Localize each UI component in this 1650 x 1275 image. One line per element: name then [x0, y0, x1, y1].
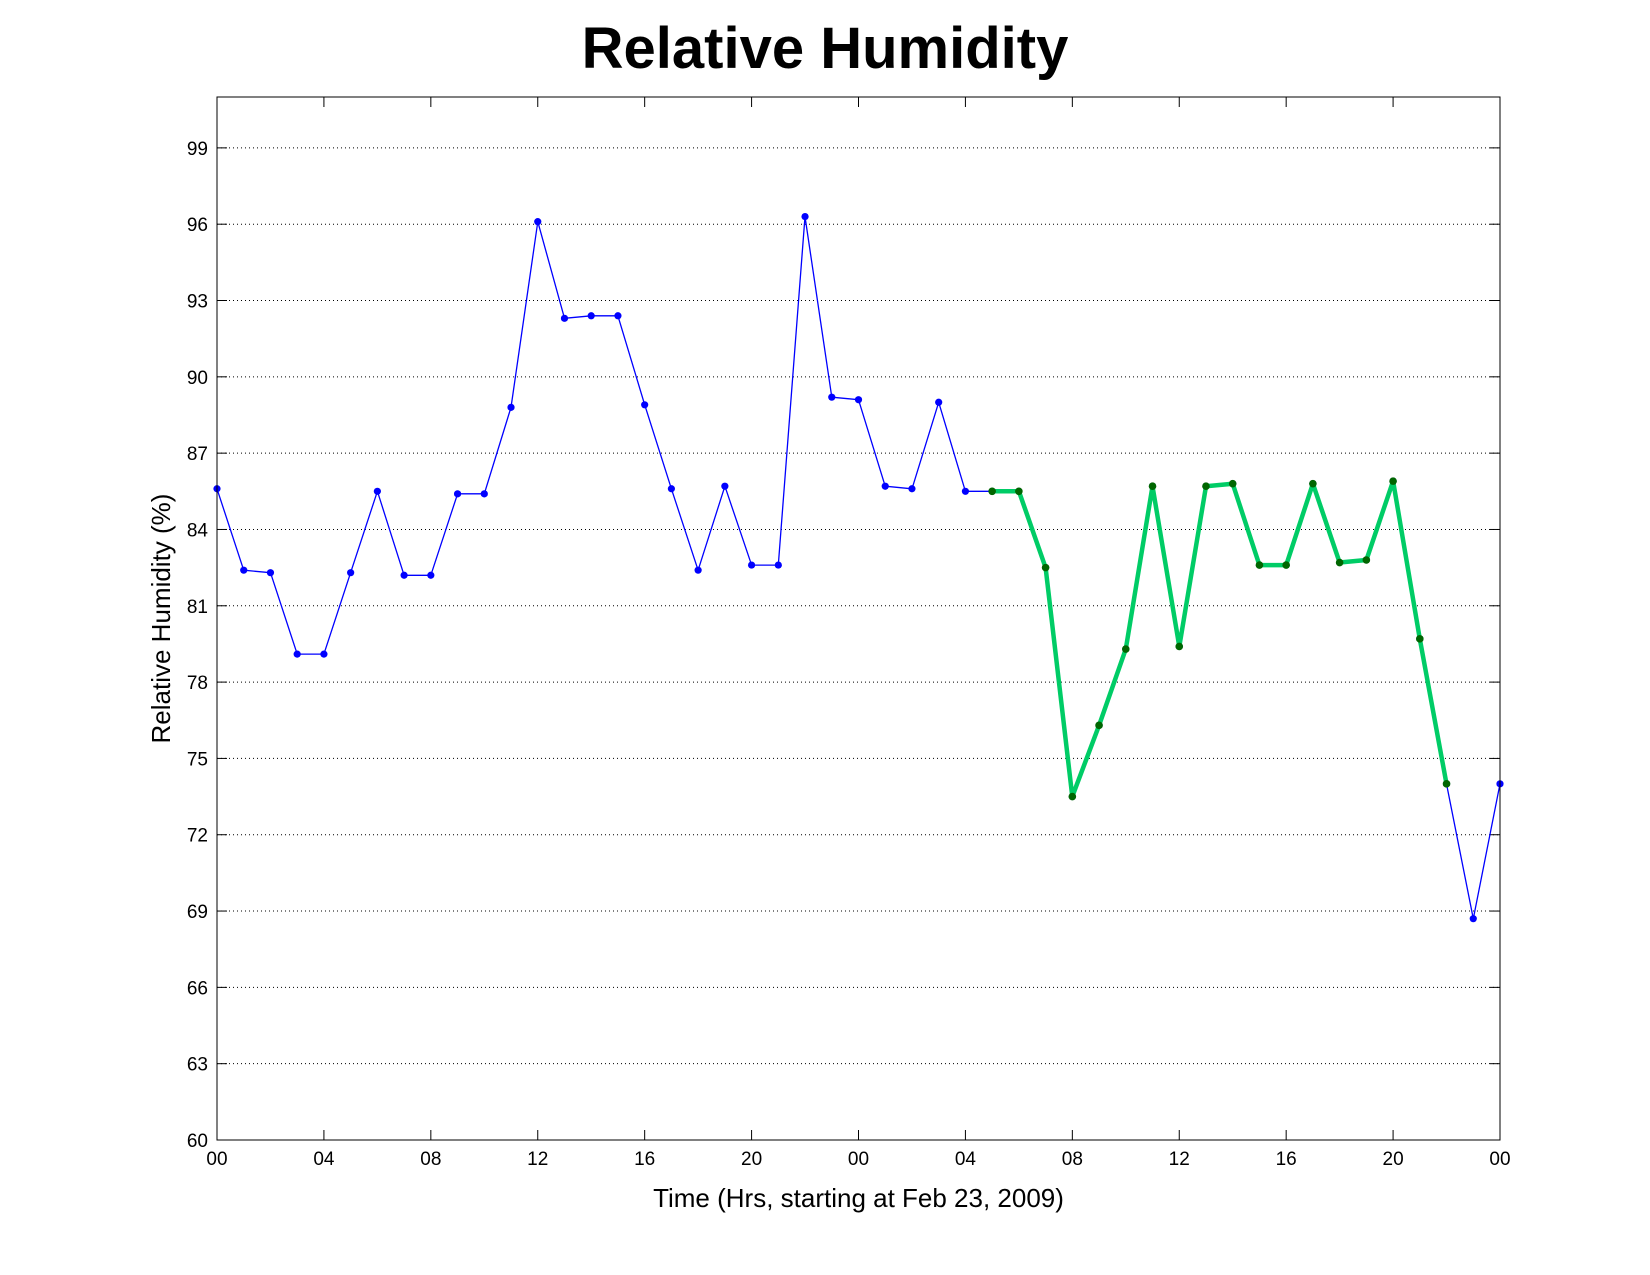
x-tick-label: 00: [848, 1149, 869, 1170]
data-point: [480, 490, 488, 498]
data-point: [1228, 479, 1237, 488]
data-point: [373, 487, 381, 495]
plot-area-frame: [216, 96, 1501, 1141]
y-tick-label: 93: [187, 292, 208, 313]
x-tick-label: 16: [634, 1149, 655, 1170]
data-point: [240, 566, 248, 574]
data-point: [427, 571, 435, 579]
x-tick-label: 20: [741, 1149, 762, 1170]
chart-title: Relative Humidity: [581, 16, 1069, 81]
tick-labels: 60 63 66 69 72 75 78 81 84 87 90 93 96 99 00 04 08 12 16 20…: [187, 139, 1511, 1170]
y-tick-label: 87: [187, 444, 208, 465]
data-point: [1041, 563, 1050, 572]
y-tick-label: 84: [187, 520, 209, 541]
x-axis-label: Time (Hrs, starting at Feb 23, 2009): [653, 1183, 1064, 1213]
data-point: [1121, 645, 1130, 653]
y-tick-label: 90: [187, 368, 208, 389]
data-point: [1255, 561, 1264, 569]
data-point: [507, 403, 515, 411]
data-point: [667, 485, 675, 493]
y-tick-label: 66: [187, 978, 208, 999]
data-point: [828, 393, 836, 401]
series-line: [992, 478, 1449, 799]
y-tick-label: 75: [187, 749, 208, 770]
data-point: [747, 561, 756, 569]
data-point: [1442, 780, 1451, 788]
x-tick-label: 12: [527, 1149, 548, 1170]
y-tick-label: 72: [187, 826, 208, 847]
data-point: [988, 487, 996, 496]
series-line: [216, 215, 1501, 920]
x-tick-label: 04: [313, 1149, 335, 1170]
data-point: [774, 561, 782, 569]
data-point: [320, 650, 328, 658]
data-point: [1095, 721, 1103, 730]
y-tick-label: 69: [187, 902, 208, 923]
data-point: [1175, 642, 1184, 651]
data-point: [908, 485, 916, 493]
data-point: [1202, 482, 1210, 491]
y-tick-label: 78: [187, 673, 208, 694]
data-point: [560, 314, 569, 322]
data-point: [453, 490, 462, 498]
data-point: [614, 312, 622, 320]
data-point: [400, 571, 408, 579]
grid-lines: [217, 147, 1500, 1065]
y-tick-label: 96: [187, 215, 208, 236]
data-point: [854, 396, 863, 404]
data-point: [347, 569, 355, 577]
data-point: [1362, 556, 1371, 564]
series-layer: [213, 212, 1504, 923]
data-point: [1389, 477, 1397, 485]
y-tick-label: 63: [187, 1055, 208, 1076]
data-point: [641, 401, 649, 409]
data-point: [1148, 482, 1157, 491]
data-point: [801, 212, 809, 221]
y-tick-label: 99: [187, 139, 208, 160]
x-tick-label: 00: [1489, 1149, 1510, 1170]
data-point: [1309, 479, 1317, 488]
data-point: [935, 398, 943, 406]
series-1: [213, 212, 1504, 923]
data-point: [1335, 558, 1344, 567]
data-point: [694, 566, 702, 574]
x-tick-label: 08: [1062, 1149, 1083, 1170]
x-tick-label: 20: [1383, 1149, 1404, 1170]
x-tick-label: 04: [955, 1149, 977, 1170]
data-point: [534, 218, 542, 226]
data-point: [293, 650, 301, 658]
x-tick-label: 12: [1169, 1149, 1190, 1170]
data-point: [961, 487, 970, 495]
x-tick-label: 16: [1276, 1149, 1297, 1170]
series-2: [988, 477, 1451, 801]
y-axis-label: Relative Humidity (%): [146, 494, 176, 744]
axis-ticks: [216, 97, 1501, 1141]
y-tick-label: 60: [187, 1131, 208, 1152]
data-point: [1068, 792, 1077, 801]
data-point: [721, 482, 729, 490]
data-point: [1015, 487, 1023, 496]
data-point: [587, 312, 595, 320]
y-tick-label: 81: [187, 597, 208, 618]
data-point: [1469, 915, 1477, 923]
data-point: [266, 569, 275, 577]
data-point: [1416, 635, 1424, 643]
x-tick-label: 08: [420, 1149, 441, 1170]
data-point: [881, 482, 889, 490]
x-tick-label: 00: [206, 1149, 227, 1170]
data-point: [1282, 561, 1290, 569]
